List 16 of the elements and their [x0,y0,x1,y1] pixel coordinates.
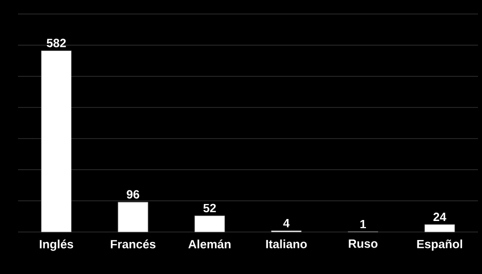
bar [194,216,225,232]
data-label: 52 [203,204,216,212]
x-tick-label: Italiano [266,240,307,248]
x-tick-label: Alemán [188,240,231,248]
x-tick-label: Español [417,240,462,251]
bar [424,224,455,232]
bar [41,50,72,232]
data-label: 582 [46,38,66,48]
data-label: 1 [360,220,366,228]
x-tick-label: Francés [110,240,156,248]
data-label: 24 [433,212,446,222]
data-label: 96 [126,190,140,199]
data-label: 4 [283,219,290,228]
bar [118,202,148,232]
x-tick-label: Ruso [348,240,378,248]
x-tick-label: Inglés [40,240,74,251]
